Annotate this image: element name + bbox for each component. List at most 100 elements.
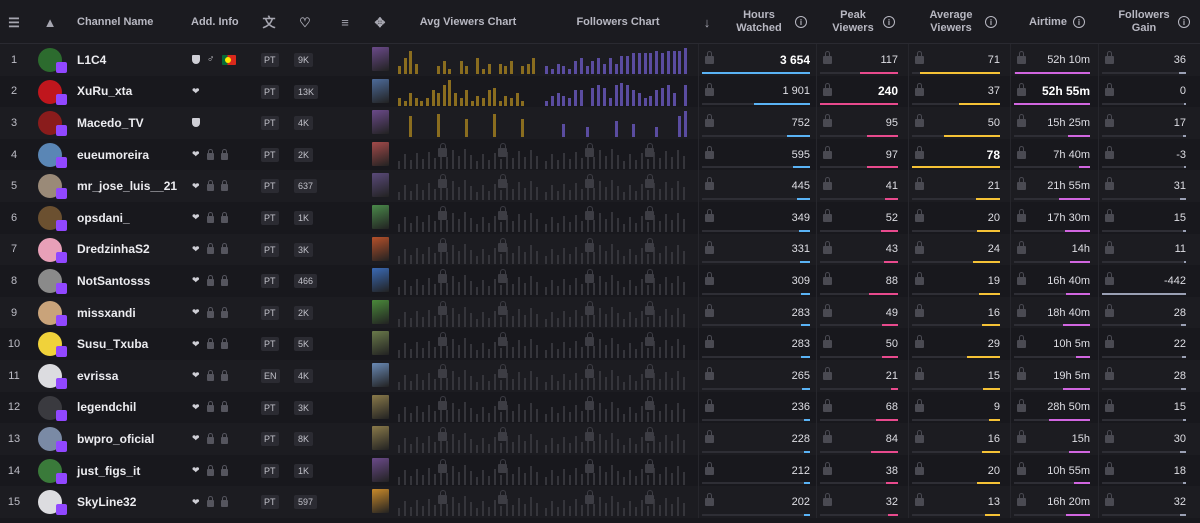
translate-icon[interactable]: 文 [258,0,280,44]
info-icon[interactable]: i [985,16,997,28]
chart-bar [665,498,667,517]
table-row[interactable]: 5 mr_jose_luis__21 ❤ PT 637 445 41 21 21h 55m 31 [0,170,1200,202]
game-thumbnail[interactable] [372,78,389,103]
channel-name-link[interactable]: Macedo_TV [77,115,144,130]
metric-value: 52h 55m [1041,84,1090,99]
chart-bar [623,350,625,359]
game-thumbnail[interactable] [372,236,389,261]
channel-name-link[interactable]: evrissa [77,368,119,383]
game-thumbnail[interactable] [372,268,389,293]
metric-value: 97 [885,148,898,161]
game-thumbnail[interactable] [372,426,389,451]
table-row[interactable]: 11 evrissa ❤ EN 4K 265 21 15 19h 5m 28 [0,360,1200,392]
game-thumbnail[interactable] [372,331,389,356]
channel-name-link[interactable]: DredzinhaS2 [77,242,150,257]
table-row[interactable]: 7 DredzinhaS2 ❤ PT 3K 331 43 24 14h 11 [0,233,1200,266]
chart-bar [428,499,430,517]
chart-bar [398,318,400,327]
col-peak-viewers[interactable]: Peak Viewers i [820,0,904,44]
chart-bar [446,378,448,390]
channel-name-link[interactable]: XuRu_xta [77,84,133,99]
channel-name-link[interactable]: bwpro_oficial [77,431,155,446]
table-row[interactable]: 2 XuRu_xta ❤ PT 13K 1 901 240 37 52h 55m 0 [0,75,1200,108]
heart-icon[interactable]: ♡ [294,0,316,44]
chart-bar [623,382,625,390]
col-average-viewers[interactable]: Average Viewers i [912,0,1008,44]
metric-bar-fill [803,513,810,516]
channel-name-link[interactable]: NotSantosss [77,273,151,288]
lock-icon [1017,461,1026,475]
chart-bar [506,215,508,232]
lock-icon [206,274,214,286]
game-thumbnail[interactable] [372,299,389,324]
col-followers-chart[interactable]: Followers Chart [576,15,660,28]
chart-bar [482,280,484,296]
chart-bar [410,444,412,454]
col-avg-viewers-chart[interactable]: Avg Viewers Chart [419,15,517,28]
info-icon[interactable]: i [1072,16,1085,28]
table-row[interactable]: 14 just_figs_it ❤ PT 1K 212 38 20 10h 55m 18 [0,454,1200,487]
channel-name-link[interactable]: mr_jose_luis__21 [77,179,178,194]
game-thumbnail[interactable] [372,394,389,419]
game-thumbnail[interactable] [372,457,389,482]
chart-bar [530,402,532,422]
chart-bar [647,158,649,169]
gamepad-icon[interactable]: ✥ [369,0,391,44]
info-icon[interactable]: i [1178,16,1190,28]
metric-value: 20 [987,464,1000,477]
chart-bar [581,505,583,517]
game-thumbnail[interactable] [372,173,389,198]
channel-name-link[interactable]: just_figs_it [77,463,141,478]
info-icon[interactable]: i [883,16,895,28]
chart-bar [494,279,496,296]
column-divider [1098,360,1099,392]
platform-logo-icon[interactable]: ▲ [36,0,64,44]
col-airtime[interactable]: Airtime i [1014,0,1100,44]
table-row[interactable]: 4 eueumoreira ❤ PT 2K 595 97 78 7h 40m -3 [0,138,1200,171]
list-icon[interactable]: ☰ [0,0,28,44]
channel-name-link[interactable]: SkyLine32 [77,495,137,510]
channel-name-link[interactable]: eueumoreira [77,147,150,162]
table-row[interactable]: 8 NotSantosss ❤ PT 466 309 88 19 16h 40m -442 [0,265,1200,297]
table-row[interactable]: 6 opsdani_ ❤ PT 1K 349 52 20 17h 30m 15 [0,202,1200,234]
lock-icon [585,174,594,189]
lock-icon [915,82,924,96]
table-row[interactable]: 12 legendchil ❤ PT 3K 236 68 9 28h 50m 15 [0,391,1200,424]
table-row[interactable]: 3 Macedo_TV PT 4K 752 95 50 15h 25m 17 [0,107,1200,139]
table-row[interactable]: 15 SkyLine32 ❤ PT 597 202 32 13 16h 20m 32 [0,486,1200,518]
chart-bar [599,276,601,296]
table-row[interactable]: 10 Susu_Txuba ❤ PT 5K 283 50 29 10h 5m 22 [0,328,1200,360]
chart-bar [653,341,655,359]
chart-bar [494,310,496,327]
metric-value: 309 [791,274,810,287]
game-thumbnail[interactable] [372,363,389,387]
lock-icon [498,490,507,505]
channel-name-link[interactable]: missxandi [77,305,136,320]
table-row[interactable]: 9 missxandi ❤ PT 2K 283 49 16 18h 40m 28 [0,296,1200,329]
filter-icon[interactable]: ≡ [334,0,356,44]
game-thumbnail[interactable] [372,141,389,166]
channel-name-link[interactable]: legendchil [77,400,137,415]
sort-icon[interactable]: ↓ [697,0,717,44]
twitch-icon [56,504,67,516]
game-thumbnail[interactable] [372,47,389,71]
twitch-icon [56,314,67,326]
metric-value: 28h 50m [1047,401,1090,414]
channel-name-link[interactable]: Susu_Txuba [77,337,149,352]
col-add-info[interactable]: Add. Info [191,15,239,28]
col-followers-gain[interactable]: Followers Gain i [1108,0,1198,44]
game-thumbnail[interactable] [372,205,389,229]
lock-icon [206,369,214,381]
channel-name-link[interactable]: opsdani_ [77,210,130,225]
col-hours-watched[interactable]: Hours Watched i [720,0,816,44]
table-row[interactable]: 1 L1C4 ♂ PT 9K 3 654 117 71 52h 10m 36 [0,44,1200,76]
game-thumbnail[interactable] [372,110,389,135]
metric-bar-fill [803,450,810,453]
info-icon[interactable]: i [795,16,807,28]
metric-bar-track [912,166,1000,169]
col-channel-name[interactable]: Channel Name [77,15,154,28]
table-row[interactable]: 13 bwpro_oficial ❤ PT 8K 228 84 16 15h 30 [0,423,1200,455]
metric-bar-track [820,103,898,106]
channel-name-link[interactable]: L1C4 [77,52,107,67]
game-thumbnail[interactable] [372,489,389,514]
